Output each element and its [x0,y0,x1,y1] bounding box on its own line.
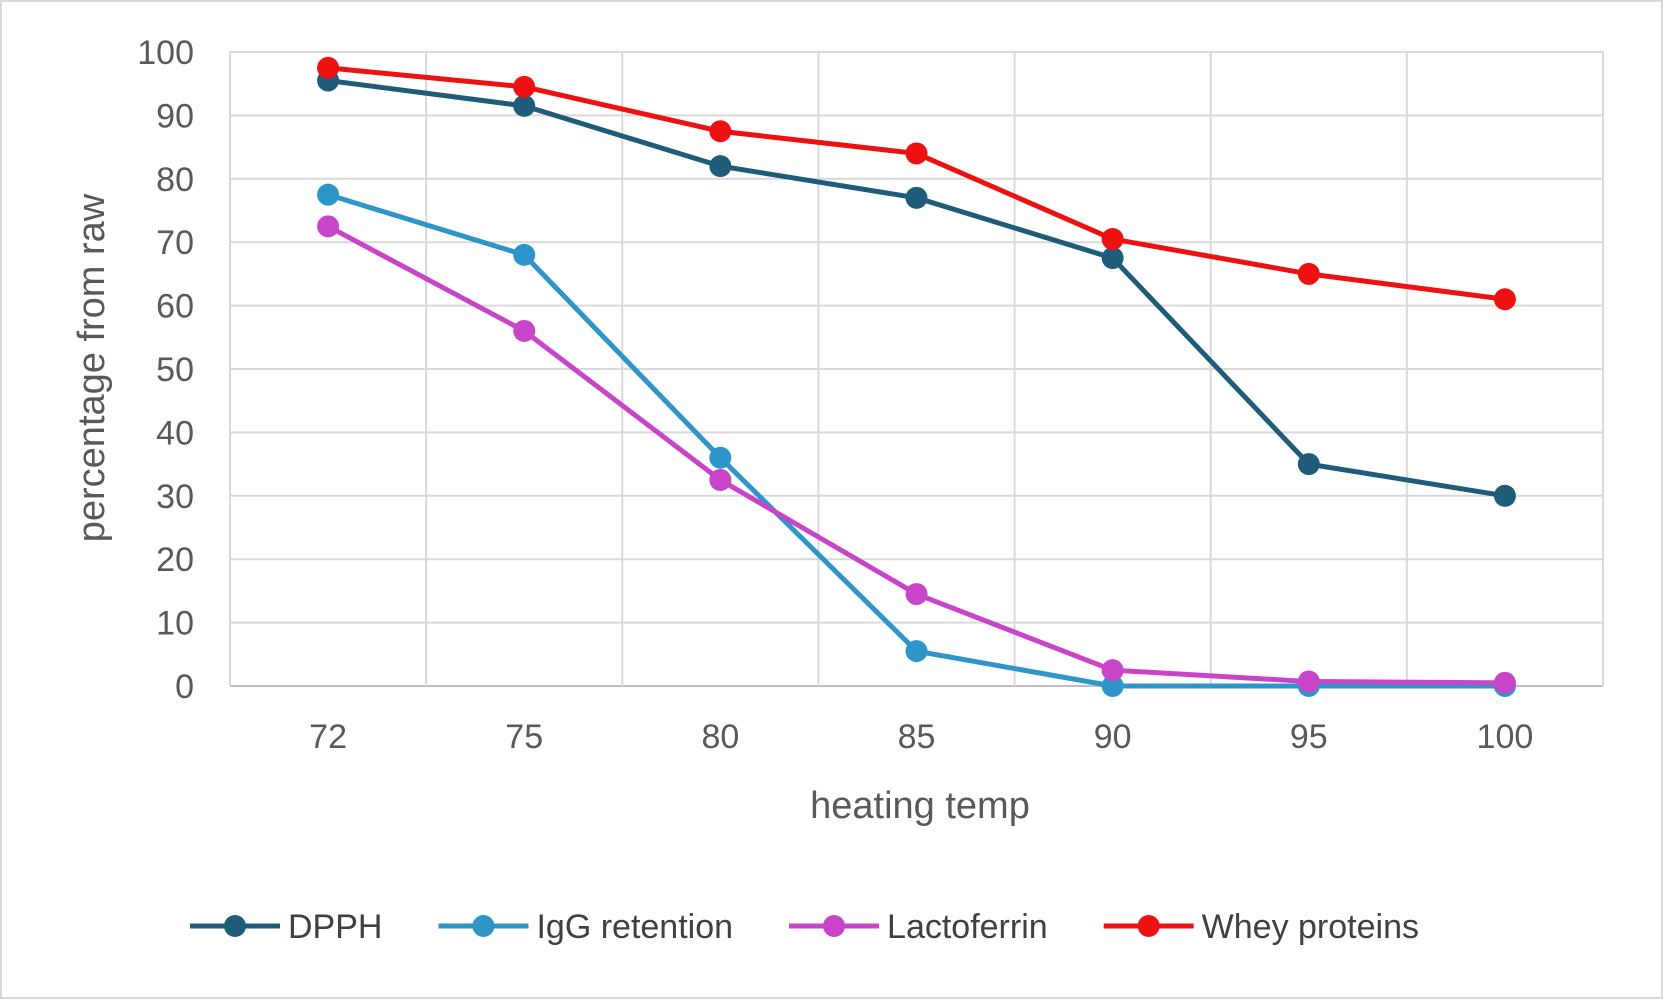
data-point-igg-retention [513,243,536,266]
data-point-dpph [905,186,928,209]
legend-swatch-marker [1137,915,1160,937]
legend-swatch-marker [472,915,495,937]
data-point-dpph [1101,247,1124,270]
data-point-lactoferrin [317,215,340,238]
gridlines [229,51,1604,687]
data-point-lactoferrin [905,583,928,606]
y-tick-label: 40 [156,414,194,452]
x-axis-title: heating temp [810,785,1030,827]
x-tick-label: 100 [1477,718,1534,756]
data-point-whey-proteins [513,75,536,98]
y-tick-label: 70 [156,224,194,262]
x-tick-label: 72 [309,718,347,756]
legend-item-whey-proteins: Whey proteins [1103,908,1419,946]
data-point-whey-proteins [1493,288,1516,311]
y-axis-ticks: 0 10 20 30 40 50 60 70 80 90 100 [137,34,194,706]
y-tick-label: 80 [156,161,194,199]
data-point-lactoferrin [513,319,536,342]
series-lactoferrin [317,215,1516,694]
y-tick-label: 0 [175,668,194,706]
series-group [317,56,1516,697]
data-point-dpph [1297,453,1320,476]
data-point-lactoferrin [709,468,732,491]
legend-label: IgG retention [536,908,733,946]
legend-label: DPPH [288,908,382,946]
data-point-igg-retention [317,183,340,206]
x-tick-label: 95 [1290,718,1328,756]
legend-label: Lactoferrin [887,908,1048,946]
series-dpph [317,69,1516,507]
data-point-lactoferrin [1493,671,1516,694]
data-point-dpph [513,94,536,117]
data-point-igg-retention [905,640,928,663]
legend-item-lactoferrin: Lactoferrin [789,908,1048,946]
legend-item-igg-retention: IgG retention [438,908,733,946]
data-point-whey-proteins [709,120,732,143]
y-tick-label: 100 [137,34,194,72]
y-axis-title: percentage from raw [71,193,113,542]
legend-swatch-marker [823,915,846,937]
data-point-igg-retention [709,446,732,469]
data-point-dpph [709,155,732,178]
legend-swatch-marker [224,915,246,937]
data-point-lactoferrin [1297,670,1320,693]
data-point-igg-retention [1101,675,1124,697]
data-point-lactoferrin [1101,659,1124,682]
x-tick-label: 75 [505,718,543,756]
legend-label: Whey proteins [1202,908,1419,946]
data-point-whey-proteins [317,56,340,79]
series-whey-proteins [317,56,1516,311]
y-tick-label: 90 [156,97,194,135]
y-tick-label: 20 [156,541,194,579]
legend: DPPH IgG retention Lactoferrin Whey protein… [190,908,1419,946]
data-point-whey-proteins [905,142,928,165]
y-tick-label: 30 [156,478,194,516]
x-tick-label: 80 [701,718,739,756]
x-tick-label: 85 [898,718,936,756]
y-tick-label: 50 [156,351,194,389]
y-tick-label: 60 [156,288,194,326]
data-point-whey-proteins [1101,228,1124,251]
legend-item-dpph: DPPH [190,908,382,946]
data-point-whey-proteins [1297,262,1320,285]
data-point-dpph [1493,484,1516,507]
y-tick-label: 10 [156,605,194,643]
x-axis-ticks: 72 75 80 85 90 95 100 [309,718,1533,756]
x-tick-label: 90 [1094,718,1132,756]
